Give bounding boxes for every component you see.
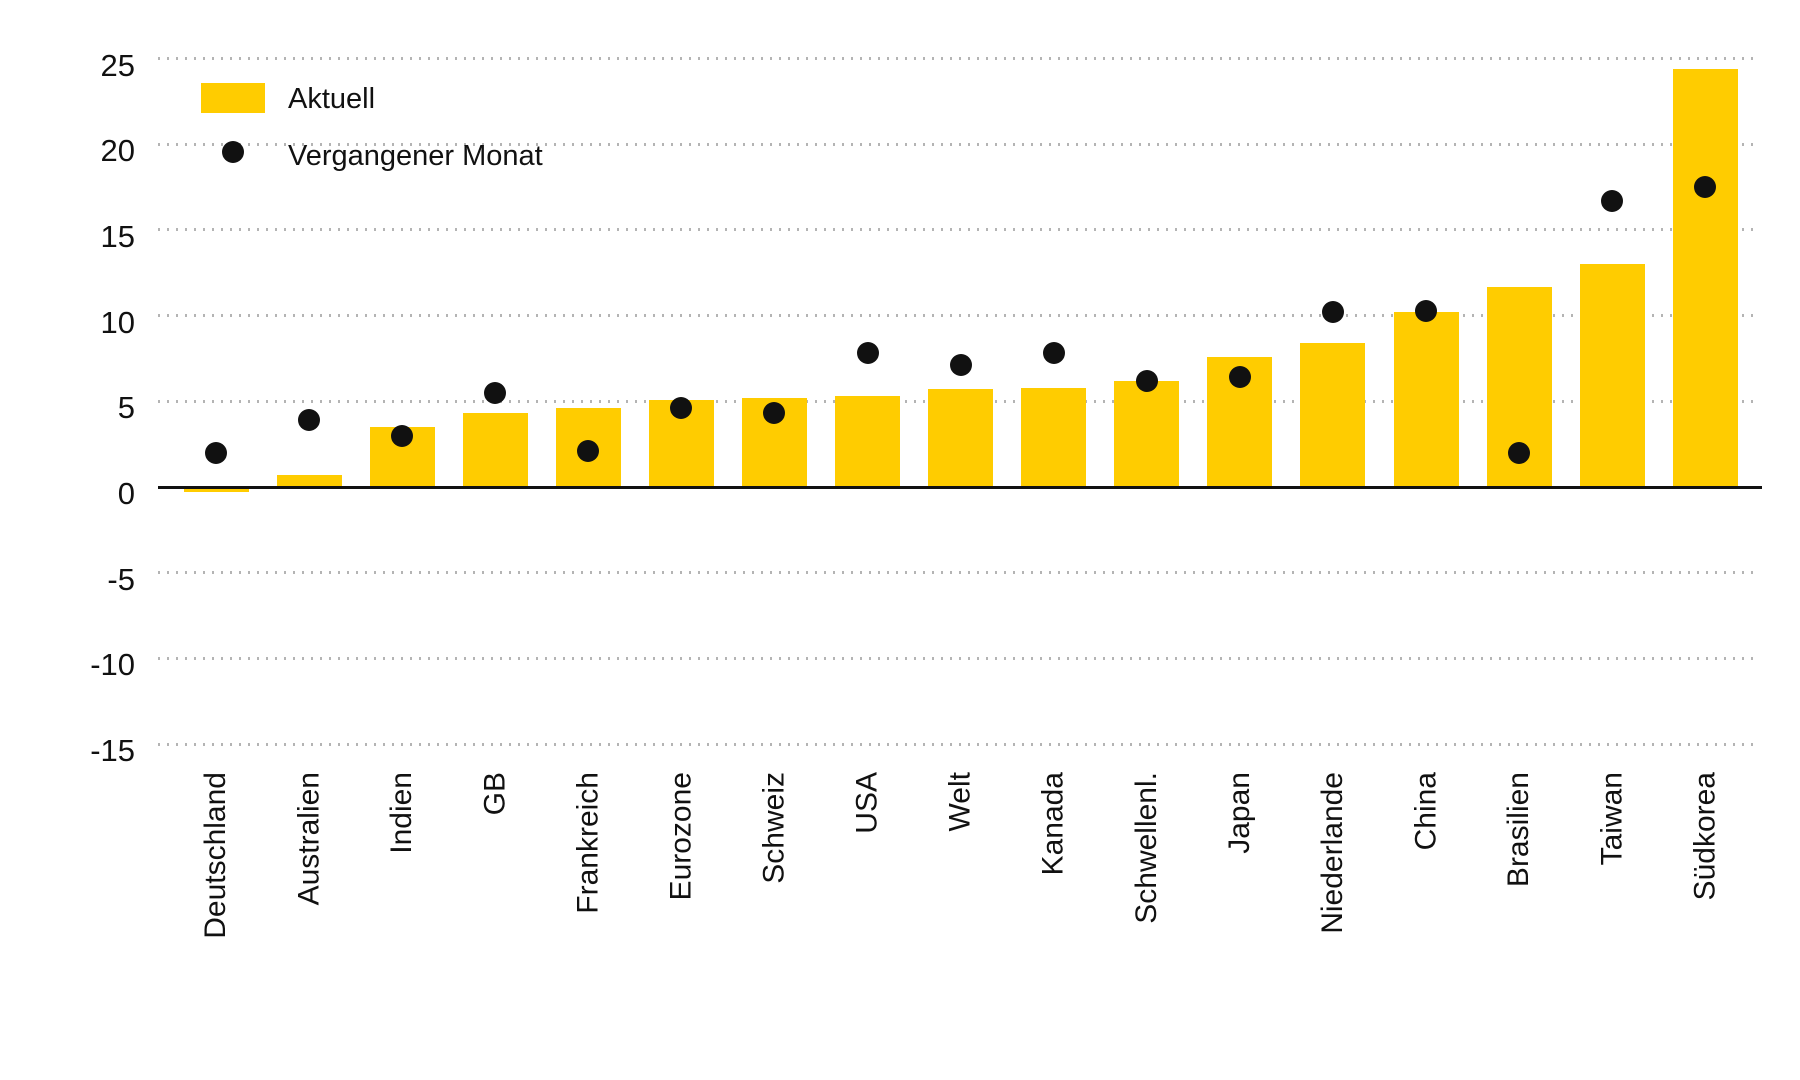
legend-label-vergangener-monat: Vergangener Monat [288,140,543,172]
gridline-10 [158,314,1757,318]
dot-frankreich [577,440,600,463]
y-tick-label-15: 15 [100,218,135,254]
dot-eurozone [670,397,693,420]
dot-brasilien [1508,441,1531,464]
y-tick-label-25: 25 [100,47,135,83]
x-label-frankreich: Frankreich [571,772,605,914]
dot-niederlande [1321,301,1344,324]
dot-gb [484,381,507,404]
bar-kanada [1021,387,1087,487]
bar-s-dkorea [1672,68,1738,487]
x-label-welt: Welt [943,772,977,832]
y-tick-label-5: 5 [117,390,135,426]
bar-china [1393,312,1459,487]
y-tick-label-20: 20 [100,133,135,169]
dot-deutschland [205,441,227,464]
x-label-eurozone: Eurozone [664,772,698,901]
dot-japan [1228,366,1251,389]
dot-welt [949,354,972,377]
dot-indien [391,424,414,447]
bar-usa [835,396,901,487]
legend-bar-swatch [201,83,265,113]
dot-kanada [1042,342,1065,365]
x-label-taiwan: Taiwan [1595,772,1629,866]
legend-label-aktuell: Aktuell [288,83,376,115]
bar-australien [276,475,342,487]
bar-gb [462,413,528,487]
y-tick-label--10: -10 [90,647,135,683]
y-tick-label-10: 10 [100,304,135,340]
x-label-japan: Japan [1222,772,1256,854]
bar-deutschland [183,488,249,493]
dot-taiwan [1601,189,1624,212]
gridline-15 [158,228,1757,232]
bar-schwellenl [1114,380,1180,487]
y-tick-label-0: 0 [117,476,135,511]
x-label-usa: USA [850,772,884,834]
bar-niederlande [1300,343,1366,487]
gridline--15 [158,742,1757,746]
dot-schweiz [763,402,786,425]
zero-axis-line [158,485,1762,489]
x-label-schweiz: Schweiz [757,772,791,884]
dot-usa [856,342,879,365]
legend: Aktuell Vergangener Monat [201,68,761,178]
bar-welt [928,389,994,487]
gridline--10 [158,656,1757,660]
dot-s-dkorea [1694,176,1717,199]
x-label-schwellenl: Schwellenl. [1129,772,1163,924]
gridline-20 [158,142,1757,146]
x-label-gb: GB [478,772,512,816]
legend-dot-swatch [222,141,244,163]
dot-australien [298,409,321,432]
x-label-kanada: Kanada [1036,772,1070,876]
gridline--5 [158,571,1757,575]
x-label-s-dkorea: Südkorea [1688,772,1722,901]
dot-schwellenl [1135,369,1158,392]
x-label-deutschland: Deutschland [199,772,232,939]
x-label-china: China [1409,772,1443,851]
gridline-25 [158,57,1757,61]
x-label-brasilien: Brasilien [1502,772,1536,888]
y-tick-label--5: -5 [107,561,135,597]
dot-china [1415,299,1438,322]
y-tick-label--15: -15 [90,733,135,769]
x-label-australien: Australien [292,772,326,906]
x-label-niederlande: Niederlande [1315,772,1349,934]
bar-taiwan [1579,264,1645,487]
x-label-indien: Indien [385,772,419,854]
